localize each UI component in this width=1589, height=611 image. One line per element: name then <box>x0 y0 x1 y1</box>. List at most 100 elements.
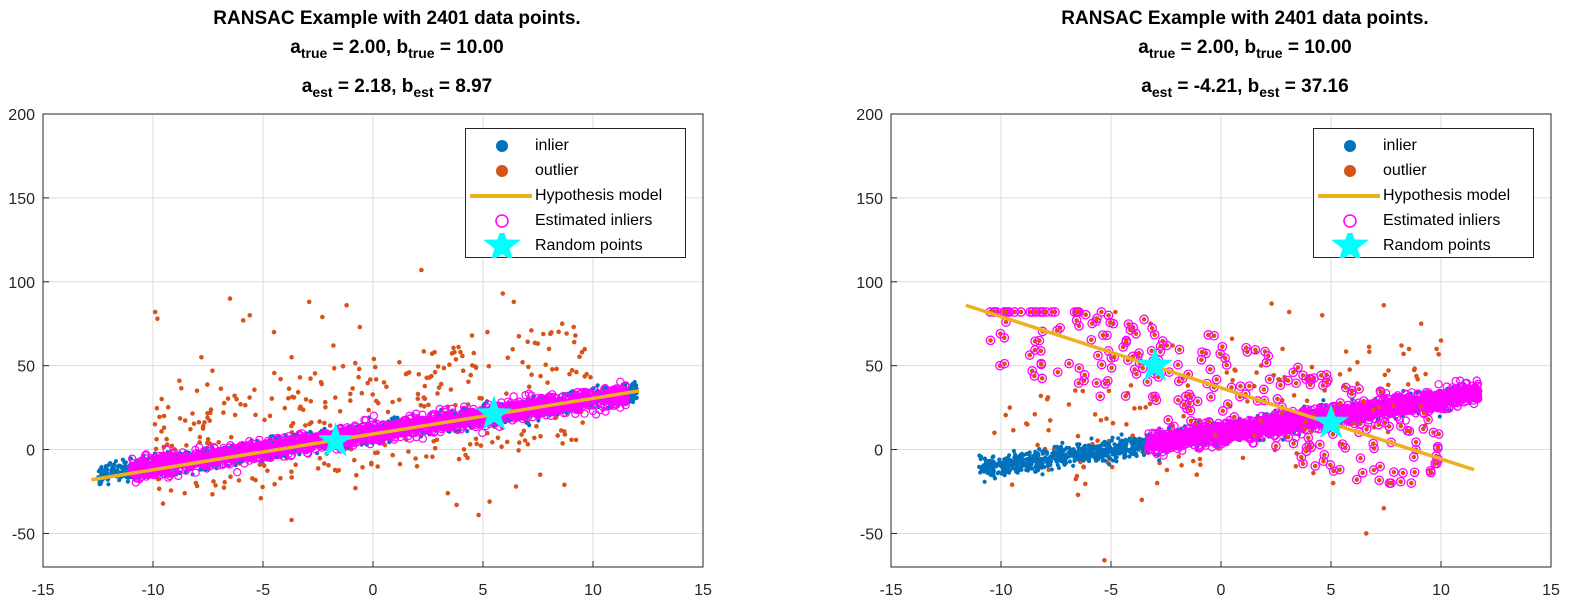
outlier-point <box>155 316 160 322</box>
outlier-point <box>465 455 470 461</box>
outlier-point <box>267 413 273 419</box>
outlier-point <box>247 395 252 400</box>
outlier-point <box>1102 558 1107 563</box>
estimated-inlier-point <box>230 443 240 453</box>
outlier-point <box>205 382 210 387</box>
estimated-inlier-point <box>194 443 204 452</box>
inlier-point <box>120 457 125 462</box>
outlier-point <box>1438 338 1444 343</box>
estimated-inlier-point <box>405 434 415 443</box>
outlier-point <box>228 474 233 480</box>
y-tick-label: 200 <box>8 107 35 124</box>
outlier-point <box>322 420 327 426</box>
outlier-point <box>1083 481 1088 487</box>
outlier-point <box>1124 422 1129 427</box>
outlier-point <box>1181 413 1186 419</box>
outlier-point <box>261 463 267 469</box>
outlier-point <box>298 405 303 410</box>
outlier-point <box>1198 462 1203 468</box>
outlier-point <box>545 380 550 385</box>
x-tick-label: -15 <box>31 582 54 599</box>
outlier-point <box>473 364 478 369</box>
outlier-point <box>322 399 328 405</box>
outlier-point <box>154 436 159 442</box>
outlier-point <box>210 492 215 497</box>
inlier-point <box>1045 451 1050 456</box>
outlier-point <box>213 483 218 488</box>
outlier-point <box>573 437 579 443</box>
inlier-point <box>113 459 118 464</box>
inlier-point <box>634 395 639 400</box>
inlier-point <box>1119 432 1124 437</box>
estimated-inlier-point <box>595 405 605 415</box>
outlier-point <box>179 386 184 391</box>
outlier-point <box>1025 422 1030 427</box>
outlier-point <box>210 368 215 374</box>
chart-title: RANSAC Example with 2401 data points. <box>213 8 581 29</box>
outlier-point <box>238 402 243 407</box>
outlier-point <box>1405 382 1411 387</box>
outlier-point <box>486 363 492 369</box>
outlier-point <box>434 437 440 443</box>
outlier-point <box>1185 383 1191 388</box>
estimated-inlier-point <box>412 416 421 426</box>
outlier-point <box>1130 433 1135 439</box>
outlier-point <box>1401 351 1406 357</box>
estimated-inlier-point <box>262 439 271 448</box>
outlier-point <box>272 481 277 487</box>
outlier-point <box>487 499 492 504</box>
x-tick-label: 0 <box>369 582 378 599</box>
outlier-point <box>1046 467 1051 473</box>
chart-subtitle-true: atrue = 2.00, btrue = 10.00 <box>290 37 504 61</box>
outlier-point <box>504 391 509 396</box>
outlier-point <box>265 468 270 474</box>
outlier-point <box>419 267 424 273</box>
outlier-point <box>384 384 389 390</box>
outlier-point <box>449 351 455 356</box>
outlier-point <box>356 374 361 380</box>
outlier-point <box>340 363 346 369</box>
outlier-point <box>456 456 462 462</box>
outlier-point <box>221 485 227 490</box>
outlier-point <box>1073 388 1078 393</box>
outlier-point <box>1245 399 1250 404</box>
inlier-point <box>631 397 636 402</box>
estimated-inlier-point <box>621 381 630 390</box>
inlier-point <box>106 482 111 487</box>
outlier-point <box>336 468 342 473</box>
outlier-point <box>538 373 543 379</box>
estimated-inlier-point <box>361 416 371 425</box>
outlier-point <box>291 395 297 400</box>
y-tick-label: 150 <box>8 191 35 208</box>
outlier-point <box>229 434 234 440</box>
outlier-point <box>202 420 207 425</box>
outlier-point <box>571 324 576 330</box>
outlier-point <box>200 426 206 431</box>
outlier-point <box>286 396 291 401</box>
outlier-point <box>526 384 532 390</box>
outlier-point <box>546 346 552 352</box>
inlier-point <box>1321 398 1326 403</box>
estimated-inlier-point <box>435 404 444 414</box>
outlier-point <box>460 353 465 359</box>
chart-subtitle-true: atrue = 2.00, btrue = 10.00 <box>1138 37 1352 61</box>
outlier-point <box>188 426 193 432</box>
estimated-inlier-point <box>164 451 173 460</box>
outlier-point <box>469 333 475 338</box>
inlier-point <box>524 420 530 425</box>
outlier-point <box>1066 402 1072 407</box>
outlier-point <box>156 486 162 492</box>
legend-item-estimated-inliers: Estimated inliers <box>466 208 685 233</box>
inlier-point <box>99 465 104 470</box>
outlier-point <box>289 475 295 480</box>
outlier-point <box>474 441 480 447</box>
outlier-point <box>177 378 182 384</box>
inlier-point <box>1049 467 1054 472</box>
outlier-point <box>562 482 567 488</box>
outlier-point <box>1381 506 1387 511</box>
outlier-point <box>1337 372 1343 377</box>
outlier-point <box>278 475 283 481</box>
inlier-point <box>1007 453 1012 458</box>
outlier-point <box>320 314 325 320</box>
outlier-point <box>511 299 517 305</box>
